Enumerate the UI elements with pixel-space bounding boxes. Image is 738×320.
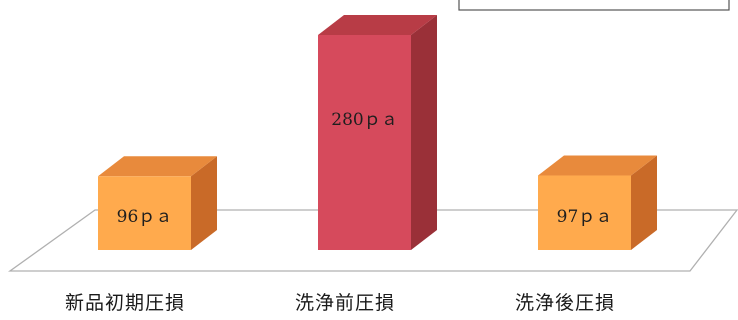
bar-value-label-3: 97ｐａ [556,206,613,227]
bar-3 [538,155,657,250]
category-label-3: 洗浄後圧損 [514,292,615,314]
bar-1-top [98,156,217,177]
bar-1-side [191,156,217,250]
bar-3-top [538,155,657,176]
bars-group [98,15,657,250]
bar-value-label-1: 96ｐａ [116,207,173,228]
bar-1 [98,156,217,250]
bar-2-side [411,15,437,250]
category-label-1: 新品初期圧損 [64,292,185,314]
bar-2-top [318,15,437,35]
bar-2 [318,15,437,250]
bar-3-side [631,155,657,250]
legend-box [458,0,730,11]
bar-value-label-2: 280ｐａ [331,110,398,130]
category-label-2: 洗浄前圧損 [294,292,395,314]
bar-3-front [538,175,631,250]
bar-1-front [98,176,191,250]
bar-2-front [318,35,411,250]
